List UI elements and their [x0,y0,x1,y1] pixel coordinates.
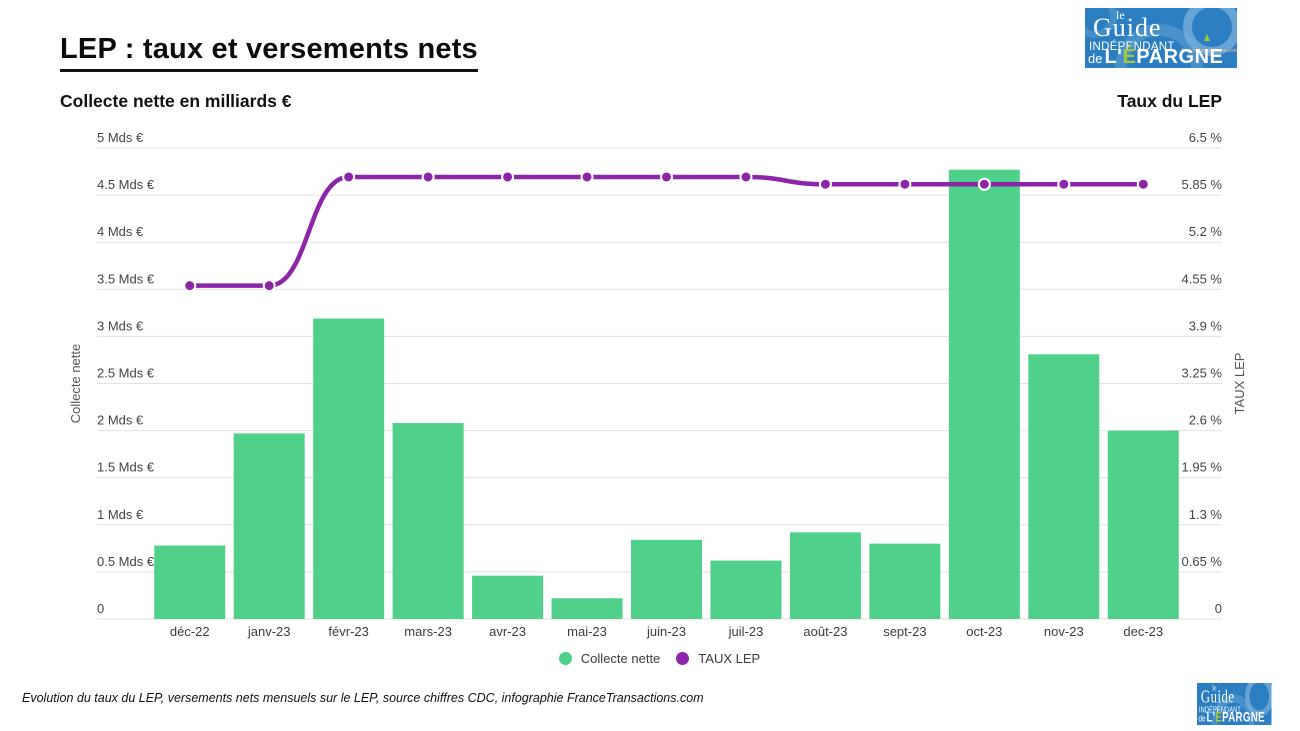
bar-nov-23[interactable] [1028,354,1100,619]
bar-déc-22[interactable] [154,545,226,619]
bar-mai-23[interactable] [551,598,623,619]
source-note: Evolution du taux du LEP, versements net… [22,691,704,705]
y-tick-label-left: 2.5 Mds € [97,366,155,381]
line-point-oct-23[interactable] [977,177,991,191]
x-axis-label: nov-23 [1044,624,1084,639]
x-axis-label: oct-23 [966,624,1002,639]
y-tick-label-left: 4.5 Mds € [97,177,155,192]
x-axis-label: janv-23 [247,624,291,639]
y-tick-label-right: 1.95 % [1182,460,1223,475]
bar-dec-23[interactable] [1107,430,1179,619]
bar-avr-23[interactable] [472,575,544,619]
x-axis-label: sept-23 [883,624,926,639]
y-tick-label-left: 3.5 Mds € [97,271,155,286]
logo-ring-decoration [1245,683,1272,717]
logo-text-de: de [1088,51,1103,67]
logo-text-le: le [1116,8,1125,22]
logo-ring-decoration [1183,8,1237,56]
left-axis-title: Collecte nette [68,344,83,424]
y-tick-label-right: 2.6 % [1189,413,1223,428]
x-axis-label: avr-23 [489,624,526,639]
line-point-févr-23[interactable] [342,170,356,184]
logo-text-le: le [1212,683,1217,693]
y-tick-label-right: 0 [1215,601,1222,616]
y-tick-label-right: 6.5 % [1189,130,1223,145]
brand-logo-small: le Guide INDÉPENDANT de L'ÉPARGNE [1197,683,1272,725]
line-point-sept-23[interactable] [898,177,912,191]
logo-text-epargne: L'ÉPARGNE [1104,46,1224,68]
y-tick-label-left: 3 Mds € [97,318,144,333]
x-axis-label: déc-22 [170,624,210,639]
logo-text-independant: INDÉPENDANT [1089,41,1175,53]
y-tick-label-left: 1.5 Mds € [97,460,155,475]
right-axis-title: TAUX LEP [1232,353,1247,415]
x-axis-label: mars-23 [404,624,452,639]
x-axis-label: mai-23 [567,624,607,639]
y-tick-label-left: 4 Mds € [97,224,144,239]
logo-text-epargne: L'ÉPARGNE [1206,709,1265,725]
bar-oct-23[interactable] [948,169,1020,619]
legend-swatch-collecte [558,652,572,665]
line-point-nov-23[interactable] [1057,177,1071,191]
y-tick-label-right: 0.65 % [1182,554,1223,569]
bar-mars-23[interactable] [392,423,464,619]
line-point-juin-23[interactable] [660,170,673,184]
line-point-déc-22[interactable] [183,279,197,293]
y-tick-label-left: 2 Mds € [97,413,144,428]
y-tick-label-left: 1 Mds € [97,507,144,522]
x-axis-label: févr-23 [328,624,368,639]
legend-item-taux[interactable]: TAUX LEP [676,651,760,666]
bar-août-23[interactable] [789,532,861,619]
bar-janv-23[interactable] [233,433,305,619]
line-point-juil-23[interactable] [739,170,753,184]
bar-juil-23[interactable] [710,560,782,619]
logo-ring-decoration [1085,8,1117,38]
x-axis-label: juil-23 [728,624,764,639]
line-point-août-23[interactable] [818,177,832,191]
x-axis-label: août-23 [803,624,847,639]
bar-sept-23[interactable] [869,543,941,619]
y-tick-label-left: 5 Mds € [97,130,144,145]
line-point-mai-23[interactable] [580,170,594,184]
y-tick-label-right: 5.2 % [1189,224,1223,239]
y-tick-label-right: 3.9 % [1189,318,1223,333]
chart-legend: Collecte nette TAUX LEP [97,651,1222,666]
right-axis-header: Taux du LEP [1117,91,1222,111]
bar-févr-23[interactable] [313,318,385,619]
y-tick-label-right: 4.55 % [1182,271,1223,286]
y-tick-label-left: 0.5 Mds € [97,554,155,569]
logo-text-de: de [1198,713,1206,724]
y-tick-label-right: 1.3 % [1189,507,1223,522]
legend-label-collecte: Collecte nette [580,651,661,666]
y-tick-label-right: 5.85 % [1182,177,1223,192]
bar-juin-23[interactable] [631,539,702,619]
person-icon: ♟ [1203,33,1212,43]
page-title: LEP : taux et versements nets [60,33,478,73]
legend-swatch-taux [676,652,690,665]
y-tick-label-left: 0 [97,601,104,616]
brand-logo: le Guide INDÉPENDANT ♟ francetransaction… [1085,8,1237,68]
x-axis-label: juin-23 [646,624,686,639]
logo-ring-decoration [1211,694,1255,725]
left-axis-header: Collecte nette en milliards € [60,91,292,111]
x-axis-label: dec-23 [1123,624,1163,639]
line-point-avr-23[interactable] [501,170,515,184]
logo-text-guide: Guide [1093,13,1162,42]
logo-site-text: francetransactions.com [1182,48,1237,54]
line-point-janv-23[interactable] [262,279,276,293]
logo-text-guide: Guide [1200,686,1235,707]
logo-text-independant: INDÉPENDANT [1198,706,1241,715]
legend-item-collecte[interactable]: Collecte nette [558,651,661,666]
legend-label-taux: TAUX LEP [698,651,761,666]
line-point-dec-23[interactable] [1136,177,1150,191]
y-tick-label-right: 3.25 % [1182,366,1223,381]
line-point-mars-23[interactable] [421,170,435,184]
